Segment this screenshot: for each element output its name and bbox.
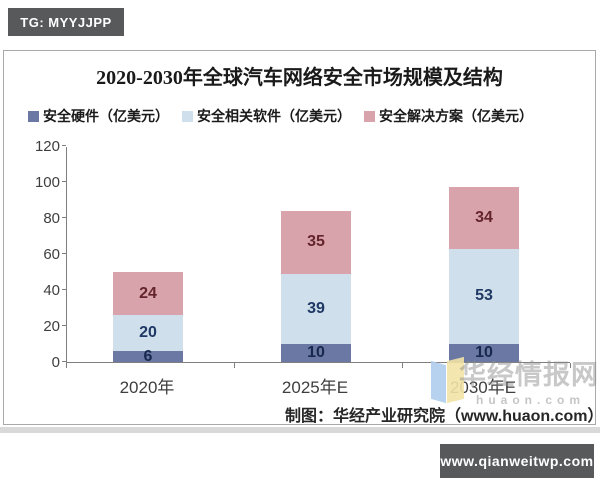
x-axis-tick [570, 363, 571, 368]
source-note: 制图：华经产业研究院（www.huaon.com） [285, 408, 600, 425]
y-axis-tick [62, 253, 66, 254]
bar-value-label: 20 [139, 324, 157, 342]
y-axis-tick [62, 181, 66, 182]
bar-segment: 35 [281, 210, 351, 274]
bar-segment: 10 [449, 344, 519, 362]
y-axis-tick-label: 0 [51, 354, 60, 371]
x-axis-category-label: 2025年E [281, 378, 349, 397]
telegram-watermark-badge: TG: MYYJJPP [8, 8, 124, 36]
y-axis-tick-label: 120 [34, 138, 60, 155]
x-axis-tick [234, 363, 235, 368]
bar-value-label: 24 [139, 284, 157, 302]
bar-value-label: 53 [475, 287, 493, 305]
bar-value-label: 34 [475, 209, 493, 227]
stacked-bar: 10 53 34 [449, 187, 519, 362]
y-axis-tick-label: 40 [43, 282, 60, 299]
bar-value-label: 35 [307, 233, 325, 251]
y-axis-tick-label: 100 [34, 174, 60, 191]
legend-item: 安全解决方案（亿美元） [364, 106, 533, 126]
x-axis-labels: 2020年 2025年E 2030年E [66, 373, 570, 397]
site-watermark-badge: www.qianweitwp.com [440, 444, 594, 478]
x-axis-tick [402, 363, 403, 368]
stacked-bar: 10 39 35 [281, 210, 351, 362]
y-axis-tick [62, 361, 66, 362]
bar-segment: 34 [449, 187, 519, 249]
y-axis-tick-label: 20 [43, 318, 60, 335]
bar-value-label: 6 [143, 347, 153, 365]
y-axis-tick-label: 80 [43, 210, 60, 227]
bar-segment: 53 [449, 248, 519, 344]
legend-swatch-icon [364, 110, 375, 122]
y-axis-tick [62, 145, 66, 146]
legend-label: 安全相关软件（亿美元） [197, 108, 351, 124]
y-axis-tick [62, 217, 66, 218]
legend-label: 安全硬件（亿美元） [43, 108, 169, 124]
legend-item: 安全硬件（亿美元） [28, 106, 169, 126]
bar-value-label: 39 [307, 299, 325, 317]
card-shadow [0, 427, 600, 433]
bar-segment: 6 [113, 347, 183, 365]
x-axis-category-label: 2030年E [449, 378, 517, 397]
x-axis-tick [66, 363, 67, 368]
bar-value-label: 10 [307, 344, 325, 361]
legend-label: 安全解决方案（亿美元） [379, 108, 533, 124]
bar-segment: 24 [113, 272, 183, 316]
y-axis-labels: 0 20 40 60 80 100 120 [14, 138, 60, 371]
x-axis-category-label: 2020年 [119, 378, 175, 397]
y-axis-tick [62, 325, 66, 326]
legend-swatch-icon [28, 110, 39, 122]
chart-card: 2020-2030年全球汽车网络安全市场规模及结构 安全硬件（亿美元） 安全相关软… [3, 50, 600, 425]
plot-area: 6 20 24 10 39 35 10 53 34 [62, 145, 571, 368]
stacked-bar: 6 20 24 [113, 272, 183, 365]
bar-segment: 10 [281, 344, 351, 362]
y-axis-tick [62, 289, 66, 290]
legend-swatch-icon [182, 110, 193, 122]
bar-value-label: 10 [475, 344, 493, 361]
chart-title: 2020-2030年全球汽车网络安全市场规模及结构 [96, 67, 503, 89]
chart-legend: 安全硬件（亿美元） 安全相关软件（亿美元） 安全解决方案（亿美元） [28, 106, 533, 126]
y-axis-tick-label: 60 [43, 246, 60, 263]
legend-item: 安全相关软件（亿美元） [182, 106, 351, 126]
bar-segment: 20 [113, 315, 183, 352]
bar-segment: 39 [281, 273, 351, 344]
